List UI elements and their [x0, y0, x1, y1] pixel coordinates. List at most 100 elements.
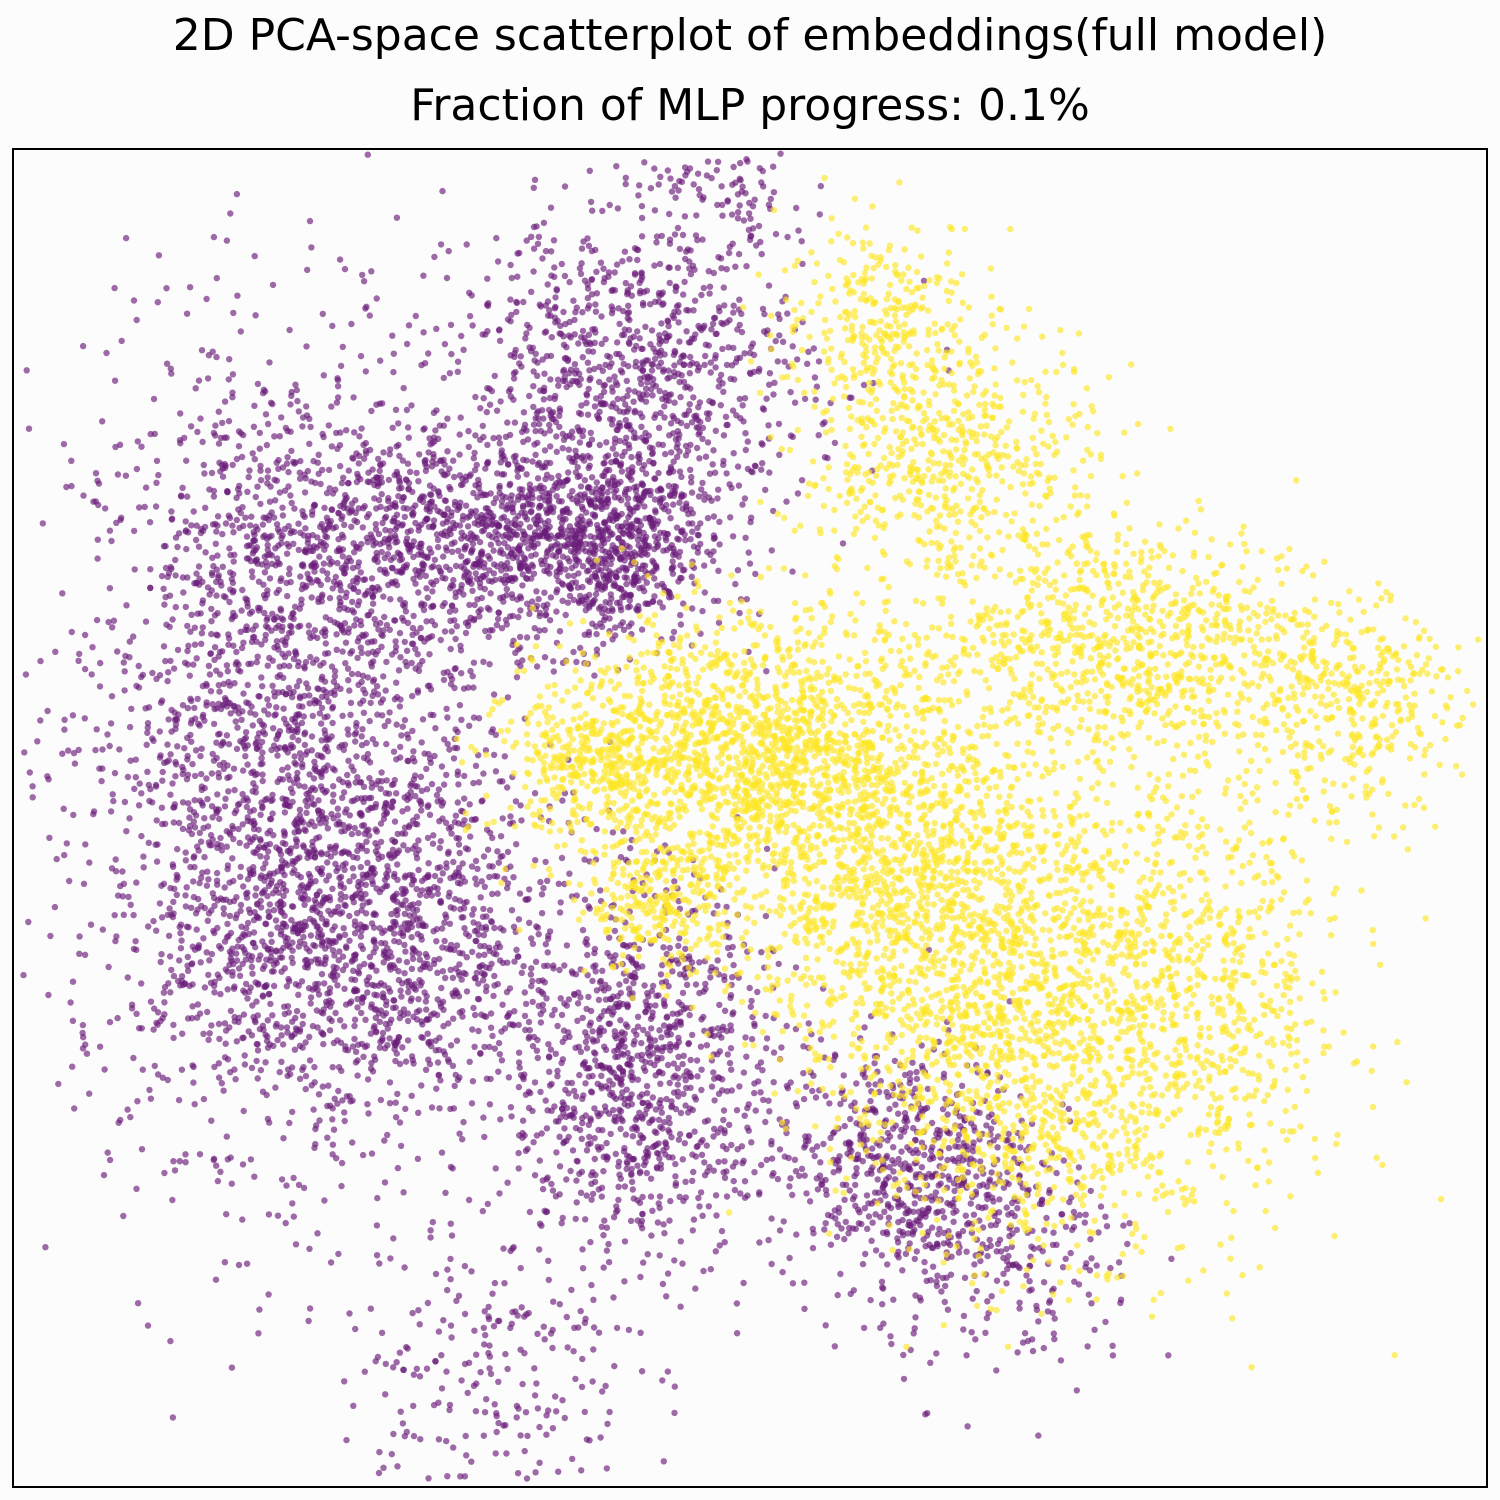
data-point: [699, 479, 706, 487]
data-point: [245, 988, 253, 995]
data-point: [266, 575, 274, 582]
data-point: [466, 312, 474, 320]
data-point: [421, 960, 428, 967]
data-point: [335, 903, 342, 911]
data-point: [25, 425, 33, 432]
data-point: [98, 777, 105, 785]
data-point: [217, 834, 224, 842]
data-point: [308, 747, 315, 754]
data-point: [223, 434, 230, 441]
data-point: [408, 640, 416, 647]
data-point: [541, 654, 549, 661]
data-point: [560, 368, 567, 375]
data-point: [454, 506, 461, 514]
data-point: [250, 528, 257, 536]
data-point: [341, 1023, 348, 1030]
data-point: [150, 917, 157, 925]
data-point: [496, 337, 504, 344]
data-point: [103, 349, 110, 357]
data-point: [399, 1044, 406, 1051]
data-point: [338, 1182, 345, 1190]
data-point: [395, 847, 403, 854]
data-point: [440, 374, 447, 382]
data-point: [285, 629, 293, 637]
data-point: [776, 451, 783, 458]
data-point: [638, 270, 645, 277]
data-point: [242, 729, 250, 736]
data-point: [439, 870, 446, 877]
data-point: [438, 763, 446, 770]
data-point: [200, 935, 207, 942]
data-point: [496, 490, 503, 497]
data-point: [398, 484, 405, 492]
data-point: [276, 489, 284, 496]
data-point: [456, 431, 463, 438]
data-point: [468, 1100, 476, 1107]
data-point: [258, 738, 266, 746]
data-point: [499, 1001, 506, 1008]
data-point: [388, 953, 395, 960]
data-point: [311, 696, 318, 704]
data-point: [269, 281, 277, 289]
data-point: [537, 878, 544, 886]
data-point: [226, 829, 233, 836]
data-point: [214, 513, 222, 520]
data-point: [303, 412, 311, 419]
data-point: [221, 1259, 229, 1266]
data-point: [328, 810, 335, 818]
data-point: [635, 192, 642, 199]
data-point: [133, 316, 140, 324]
data-point: [290, 1213, 297, 1220]
data-point: [533, 663, 541, 670]
data-point: [584, 359, 592, 366]
data-point: [464, 534, 471, 542]
data-point: [542, 302, 549, 309]
data-point: [273, 1020, 280, 1028]
data-point: [216, 648, 224, 656]
data-point: [498, 1057, 506, 1064]
data-point: [451, 473, 458, 481]
data-point: [269, 1012, 276, 1019]
data-point: [247, 838, 254, 846]
data-point: [495, 1039, 503, 1047]
data-point: [130, 945, 138, 953]
data-point: [390, 368, 397, 376]
data-point: [456, 1074, 463, 1081]
data-point: [490, 691, 498, 698]
data-point: [212, 540, 219, 547]
data-point: [399, 568, 406, 576]
data-point: [370, 476, 377, 484]
data-point: [369, 736, 376, 743]
data-point: [322, 920, 329, 928]
data-point: [94, 536, 102, 543]
data-point: [172, 603, 179, 611]
data-point: [449, 548, 456, 555]
data-point: [299, 763, 306, 771]
data-point: [191, 853, 198, 860]
data-point: [376, 467, 383, 475]
data-point: [403, 647, 411, 654]
data-point: [221, 1054, 229, 1061]
data-point: [400, 842, 407, 849]
data-point: [804, 360, 811, 367]
data-point: [317, 480, 324, 488]
data-point: [152, 783, 160, 790]
data-point: [170, 1034, 177, 1042]
data-point: [393, 890, 400, 897]
data-point: [419, 498, 427, 505]
data-point: [416, 891, 424, 899]
data-point: [253, 1057, 260, 1065]
data-point: [475, 779, 483, 786]
data-point: [191, 1101, 198, 1108]
data-point: [243, 803, 250, 811]
scatter-points: [20, 150, 1482, 1482]
data-point: [223, 1211, 230, 1218]
data-point: [375, 626, 382, 633]
data-point: [262, 873, 270, 880]
data-point: [417, 634, 425, 642]
data-point: [614, 205, 622, 212]
data-point: [320, 560, 328, 567]
data-point: [428, 564, 435, 571]
data-point: [431, 556, 439, 564]
data-point: [330, 1126, 338, 1133]
